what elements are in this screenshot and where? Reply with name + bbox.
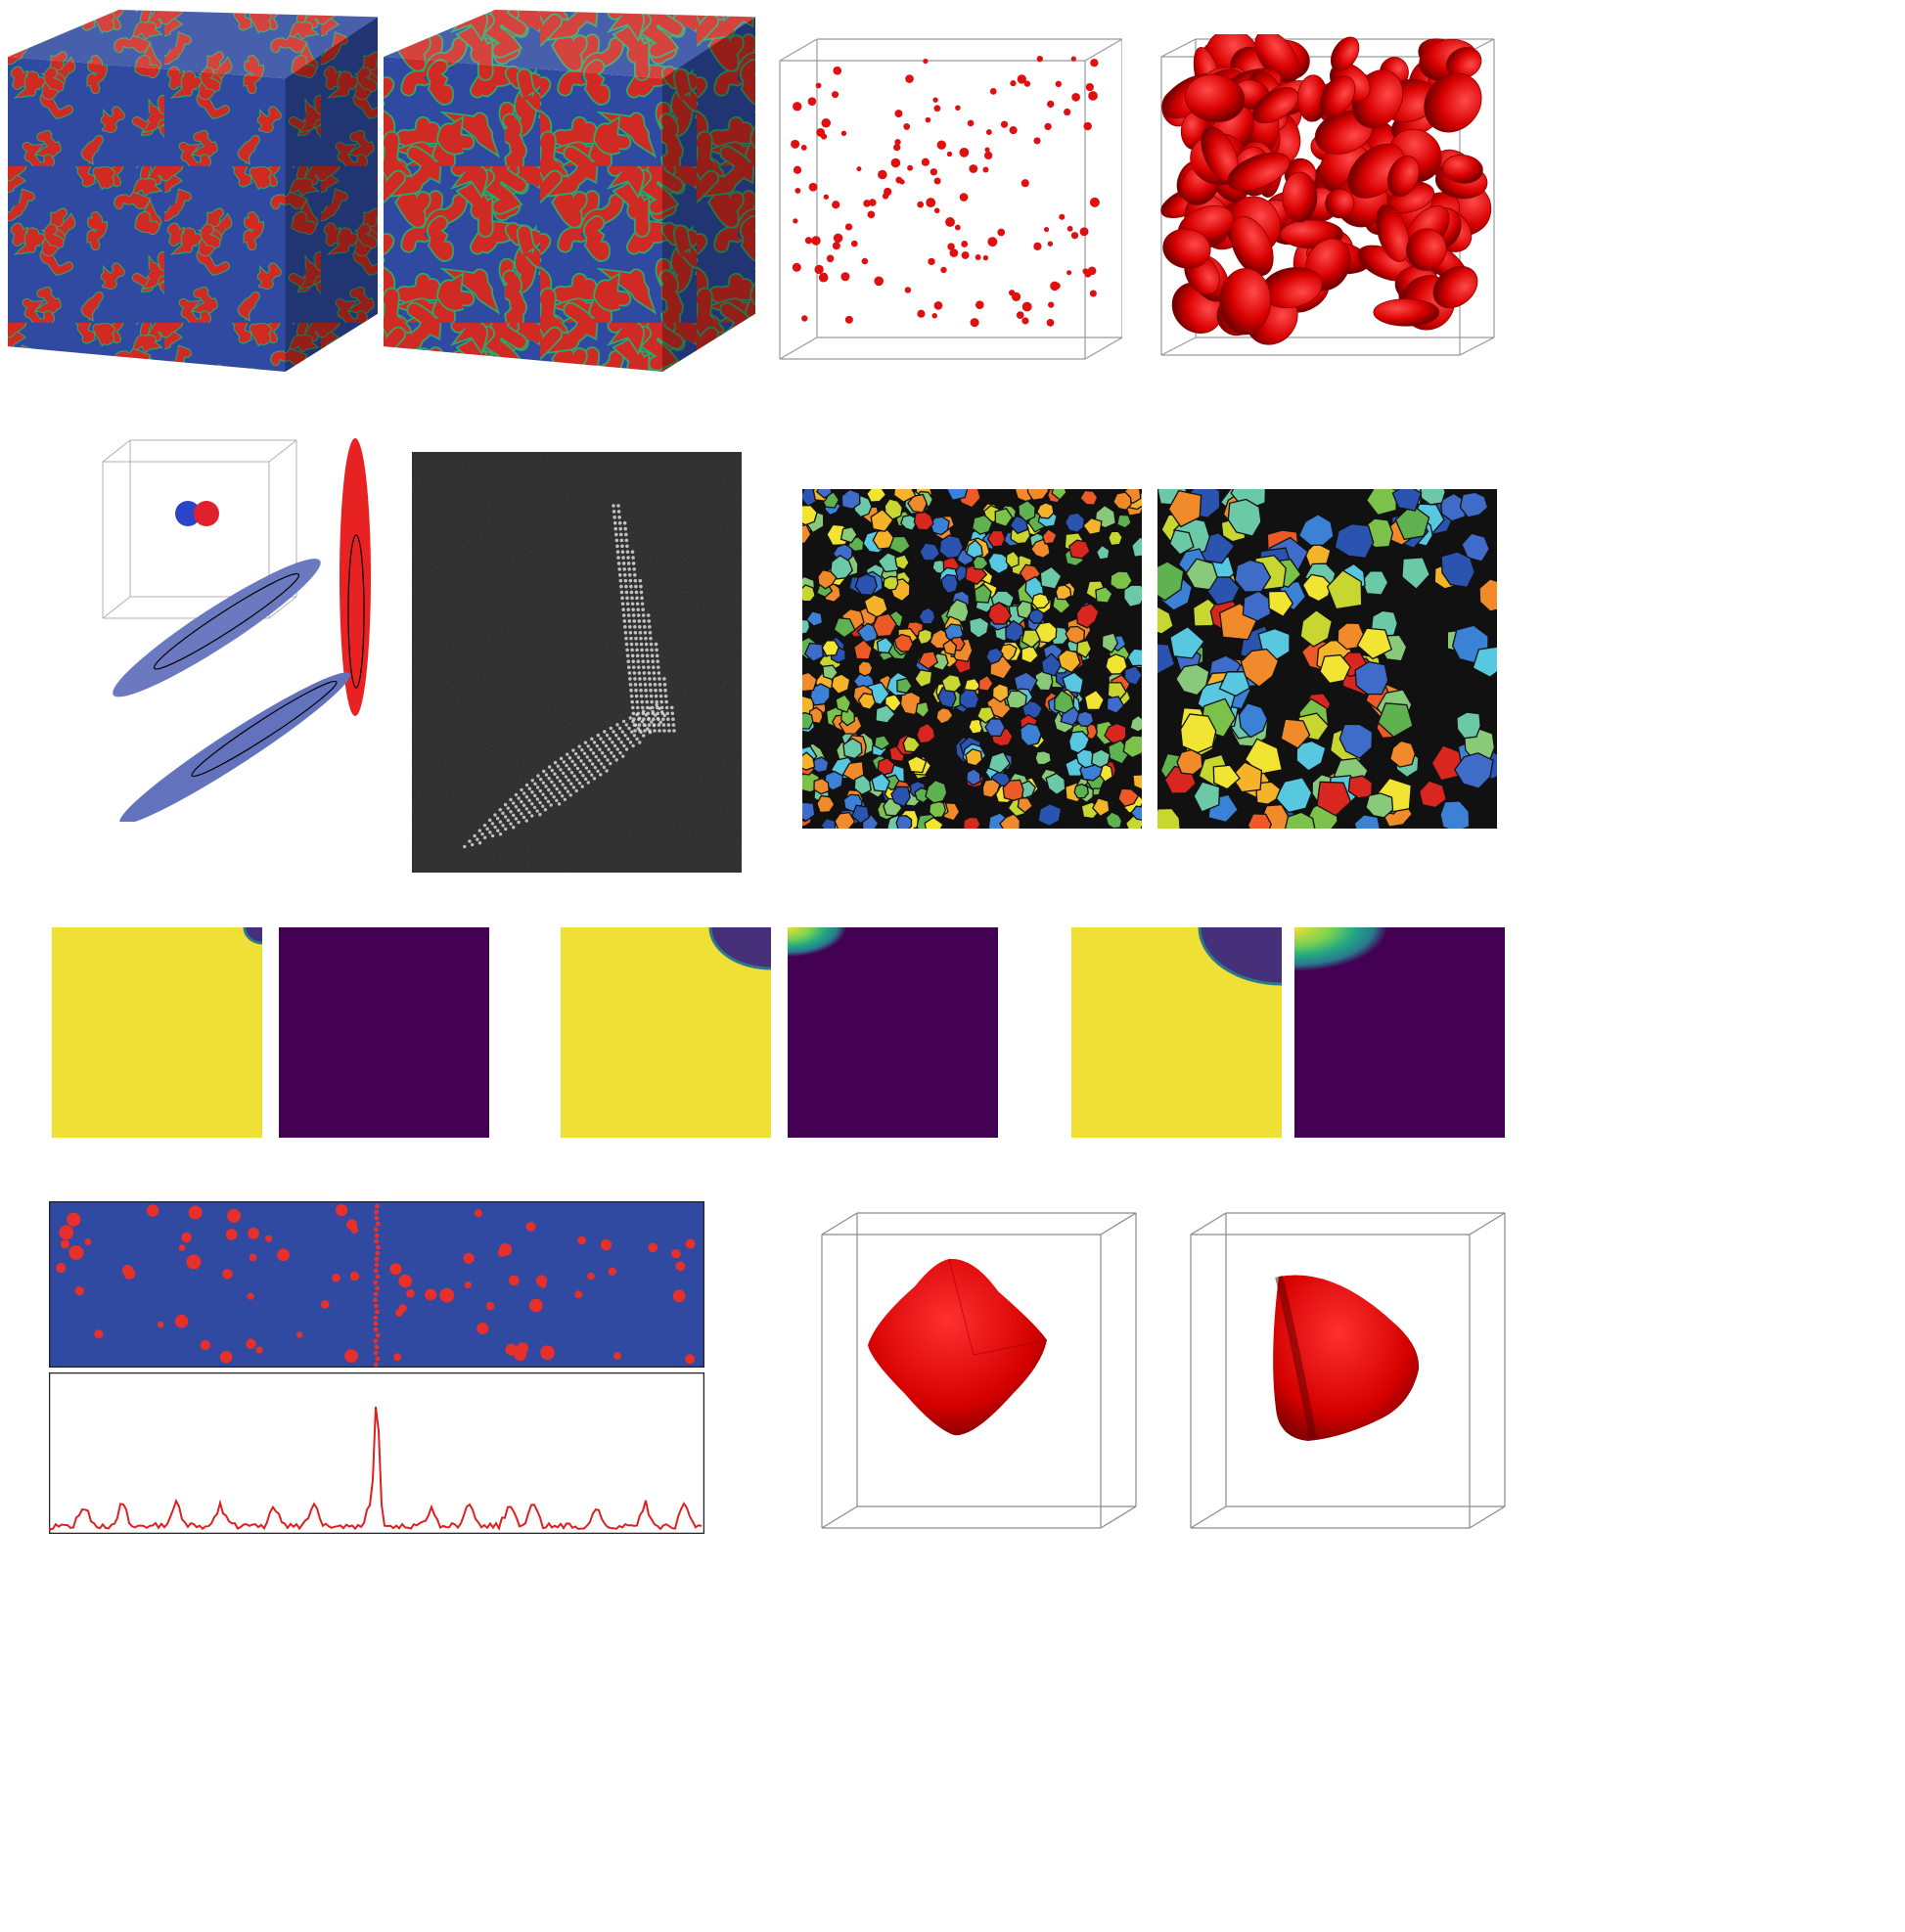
spinodal-cube-fine xyxy=(8,10,378,372)
sem-micrograph xyxy=(412,452,742,873)
nucleation-box-grown xyxy=(1157,34,1497,357)
grown-particles xyxy=(1157,34,1494,355)
nucleation-box-small xyxy=(775,34,1122,362)
heatmap-pair-3 xyxy=(1071,920,1505,1138)
blue-ellipsoid xyxy=(108,544,331,711)
grain-map-fine xyxy=(802,489,1142,829)
octahedron-particle xyxy=(868,1259,1047,1435)
cube-faces xyxy=(8,10,378,372)
cube-faces xyxy=(384,10,755,372)
viridis-field-series xyxy=(0,920,1905,1145)
grain-map-coarse xyxy=(1157,489,1497,829)
particles xyxy=(791,56,1100,327)
wireframe-box xyxy=(780,39,1122,359)
crystal-tetrahedron xyxy=(1186,1208,1509,1531)
heatmap-pair-1 xyxy=(52,920,489,1138)
heatmap-pair-2 xyxy=(561,920,998,1138)
ellipsoid-pair xyxy=(108,435,382,822)
crystal-octahedron xyxy=(817,1208,1140,1531)
concentration-profile xyxy=(49,1372,704,1534)
spinodal-cube-coarse xyxy=(384,10,755,372)
precipitate-strip xyxy=(49,1201,704,1368)
